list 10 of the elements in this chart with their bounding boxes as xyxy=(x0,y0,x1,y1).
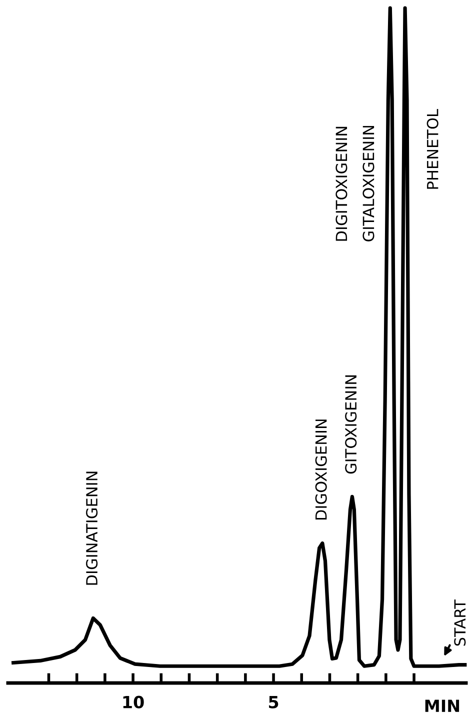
annotation: GITOXIGENIN xyxy=(345,375,357,474)
x-axis-title: MIN xyxy=(425,700,460,712)
annotation: PHENETOL xyxy=(426,109,438,189)
x-tick-label: 10 xyxy=(123,696,144,708)
annotation: DIGINATIGENIN xyxy=(86,472,98,585)
annotation: START xyxy=(454,600,466,646)
x-tick-label: 5 xyxy=(269,696,278,708)
annotation: DIGOXIGENIN xyxy=(315,420,327,520)
annotation: GITALOXIGENIN xyxy=(362,126,374,242)
annotation: DIGITOXIGENIN xyxy=(336,126,348,241)
